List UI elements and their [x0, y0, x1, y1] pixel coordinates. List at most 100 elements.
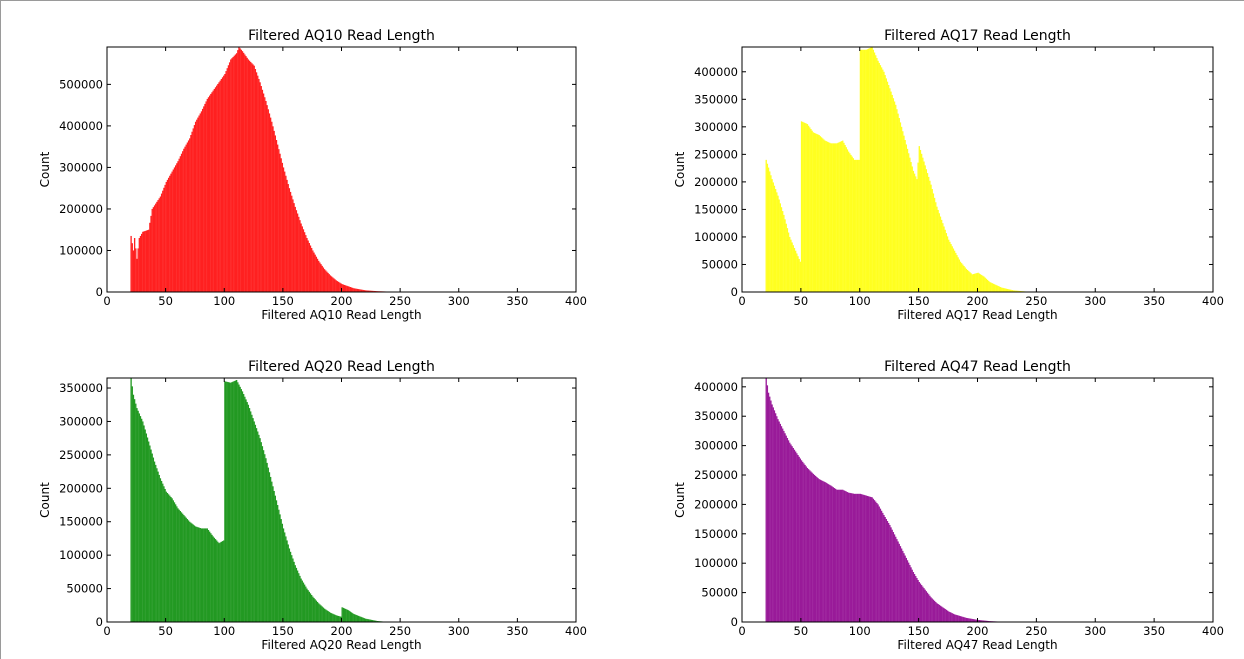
- bar: [852, 493, 855, 622]
- bar: [782, 211, 784, 292]
- bar: [807, 125, 810, 292]
- bar: [975, 273, 977, 292]
- bar: [241, 51, 244, 292]
- x-tick-label: 300: [1084, 624, 1106, 638]
- bar: [343, 608, 346, 622]
- bar: [333, 278, 335, 292]
- y-tick-label: 400000: [59, 119, 103, 133]
- bar: [940, 219, 943, 292]
- bar: [856, 159, 858, 292]
- bar: [823, 139, 825, 292]
- bar: [204, 528, 206, 622]
- bar: [253, 65, 255, 293]
- bar: [138, 413, 140, 622]
- bar: [277, 144, 279, 292]
- bar: [982, 620, 984, 622]
- bar: [364, 290, 367, 292]
- bar: [172, 500, 174, 622]
- y-tick-label: 200000: [59, 481, 103, 495]
- bar: [327, 272, 329, 292]
- bar: [849, 153, 851, 292]
- y-tick-label: 250000: [59, 448, 103, 462]
- bar: [836, 143, 838, 292]
- bar: [296, 213, 299, 292]
- bar: [308, 591, 310, 622]
- bar: [922, 586, 924, 622]
- x-tick-label: 300: [448, 294, 470, 308]
- bar: [238, 47, 240, 292]
- bar: [831, 143, 833, 292]
- bar: [792, 245, 794, 292]
- bar: [792, 447, 794, 622]
- bar: [884, 516, 886, 622]
- x-axis-label: Filtered AQ17 Read Length: [897, 308, 1057, 322]
- bar: [790, 239, 792, 292]
- bar: [144, 230, 146, 292]
- bar: [1016, 290, 1018, 292]
- bar: [224, 73, 226, 293]
- bar: [876, 502, 878, 622]
- bar: [818, 479, 820, 622]
- bar: [227, 65, 230, 293]
- bar: [291, 195, 293, 292]
- y-tick-label: 400000: [694, 65, 738, 79]
- bar: [1015, 290, 1017, 292]
- bar: [363, 290, 366, 292]
- bar: [374, 620, 376, 622]
- bar: [923, 588, 925, 622]
- bar: [923, 161, 925, 292]
- bar: [228, 62, 231, 292]
- bar: [962, 264, 964, 292]
- bar: [146, 437, 149, 622]
- chart-panel-4: 0 50 100 150 200 250 300 350 400 0 50000 100000 1500…: [673, 359, 1224, 652]
- bar: [255, 72, 258, 292]
- bar: [357, 289, 360, 292]
- bar: [839, 489, 842, 622]
- bar: [879, 65, 882, 292]
- bar: [189, 138, 191, 292]
- bar: [238, 384, 240, 622]
- bar: [900, 548, 903, 622]
- bar: [306, 588, 308, 622]
- bar: [145, 230, 148, 292]
- bar: [179, 511, 182, 622]
- bar: [793, 449, 796, 622]
- bar: [852, 158, 855, 292]
- bar: [341, 607, 343, 622]
- bar: [369, 619, 371, 622]
- bar: [877, 60, 879, 293]
- bar: [306, 238, 308, 292]
- bar: [341, 284, 343, 292]
- bar: [265, 100, 267, 292]
- y-tick-label: 250000: [694, 468, 738, 482]
- x-tick-label: 50: [158, 294, 173, 308]
- bar: [805, 123, 807, 292]
- bar: [356, 288, 359, 292]
- bar: [818, 135, 820, 292]
- bar: [827, 142, 830, 292]
- bar: [827, 484, 830, 622]
- bar: [787, 440, 790, 622]
- bar: [892, 98, 895, 293]
- bar: [319, 262, 321, 292]
- bar: [832, 487, 834, 622]
- bar: [165, 181, 167, 292]
- bar: [815, 133, 817, 292]
- bar: [356, 615, 359, 622]
- bar: [166, 179, 169, 292]
- bar: [318, 260, 320, 292]
- bar: [774, 189, 777, 292]
- bar: [166, 492, 169, 622]
- bar: [805, 466, 807, 622]
- bar: [772, 182, 774, 292]
- y-tick-label: 300000: [694, 120, 738, 134]
- y-tick-label: 0: [96, 615, 103, 629]
- bar: [135, 403, 137, 622]
- bar: [932, 599, 935, 622]
- bar: [364, 618, 367, 622]
- bar: [221, 541, 224, 622]
- bar: [779, 423, 782, 622]
- x-tick-label: 200: [331, 294, 353, 308]
- x-tick-label: 350: [506, 294, 528, 308]
- bar: [321, 265, 323, 292]
